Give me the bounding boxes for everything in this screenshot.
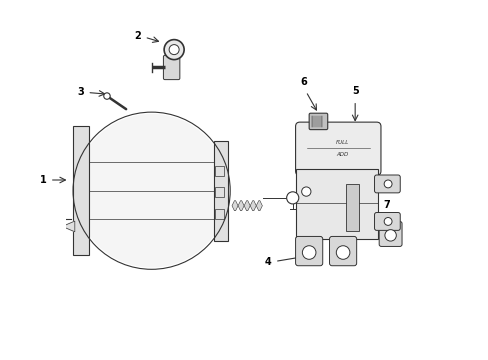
Text: 4: 4 [264, 257, 271, 267]
Circle shape [384, 230, 395, 241]
Circle shape [302, 246, 315, 259]
FancyBboxPatch shape [308, 113, 327, 130]
Text: ADD: ADD [335, 152, 347, 157]
FancyBboxPatch shape [163, 55, 180, 80]
Polygon shape [256, 201, 262, 211]
FancyBboxPatch shape [295, 237, 322, 266]
Polygon shape [62, 221, 75, 232]
Circle shape [336, 246, 349, 259]
Text: FULL: FULL [335, 140, 348, 145]
Polygon shape [238, 201, 244, 211]
Polygon shape [231, 201, 238, 211]
Circle shape [384, 180, 391, 188]
Bar [214, 141, 228, 241]
FancyBboxPatch shape [374, 175, 400, 193]
Text: 3: 3 [77, 87, 83, 97]
Bar [296, 169, 378, 239]
Bar [345, 184, 358, 231]
Polygon shape [244, 201, 250, 211]
FancyBboxPatch shape [329, 237, 356, 266]
Bar [215, 166, 224, 176]
Circle shape [169, 45, 179, 55]
Bar [73, 126, 89, 255]
Text: 7: 7 [383, 200, 389, 210]
Circle shape [384, 217, 391, 225]
Bar [215, 208, 224, 219]
Circle shape [286, 192, 298, 204]
FancyBboxPatch shape [295, 122, 380, 175]
Circle shape [103, 93, 110, 99]
Circle shape [301, 187, 310, 196]
Text: 6: 6 [300, 77, 306, 87]
FancyBboxPatch shape [378, 221, 401, 247]
Text: 1: 1 [40, 175, 46, 185]
FancyBboxPatch shape [374, 212, 400, 230]
Polygon shape [250, 201, 256, 211]
Bar [215, 187, 224, 197]
Circle shape [164, 40, 184, 60]
Text: 2: 2 [134, 31, 141, 41]
Text: 5: 5 [351, 86, 358, 96]
Circle shape [75, 114, 228, 267]
